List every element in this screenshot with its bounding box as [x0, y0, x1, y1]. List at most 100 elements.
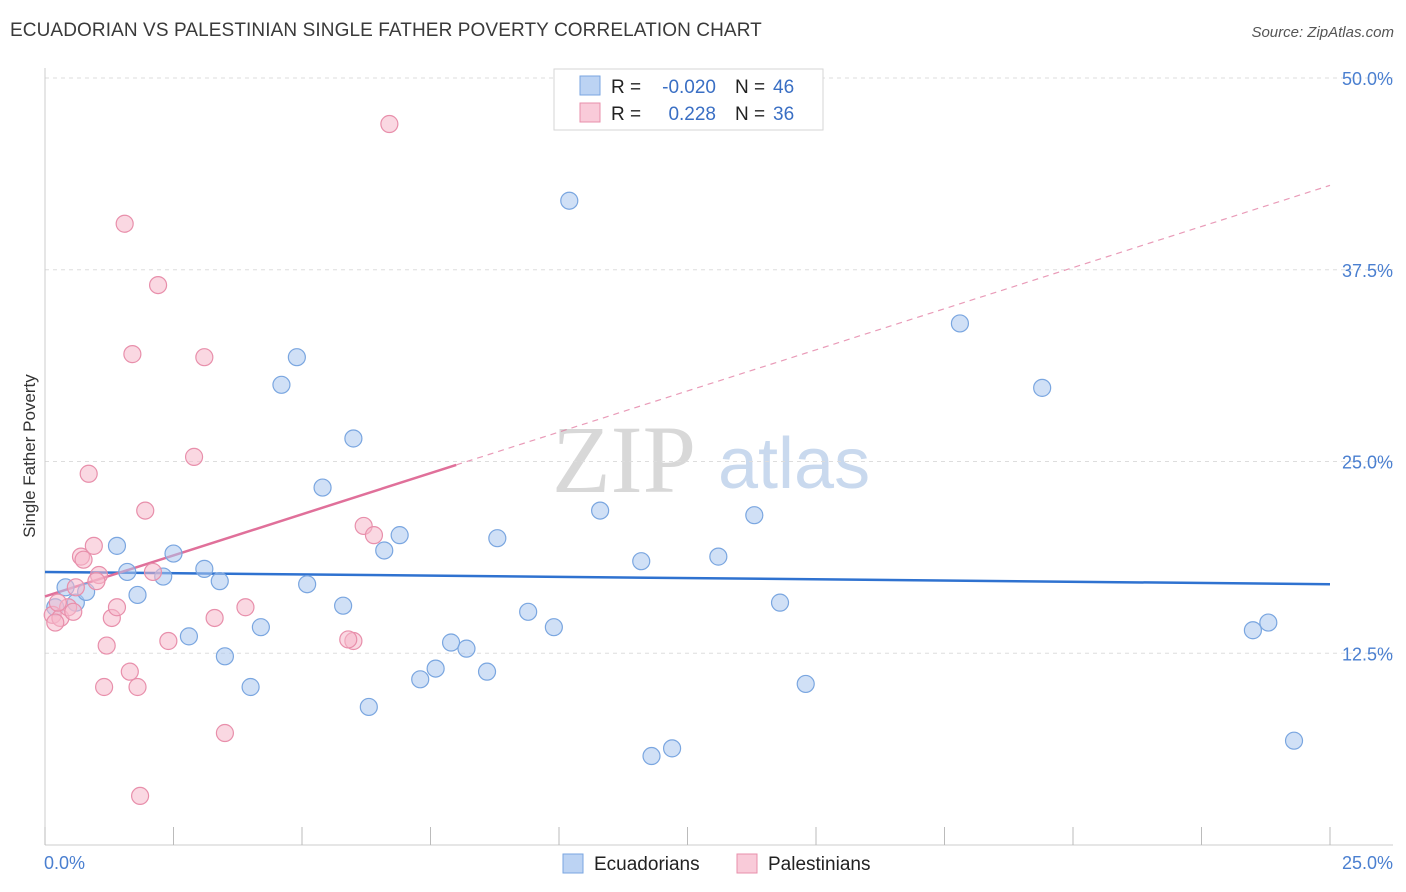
point-ecuadorians-20 — [344, 429, 363, 448]
point-palestinians-13 — [120, 662, 139, 681]
legend-n-label-2: N = — [735, 104, 765, 125]
bottom-legend-swatch-palestinians — [736, 853, 758, 874]
legend-r-value-1: -0.020 — [662, 77, 716, 98]
point-palestinians-20 — [159, 631, 178, 651]
point-ecuadorians-10 — [195, 559, 214, 578]
point-palestinians-8 — [95, 677, 114, 697]
point-ecuadorians-21 — [359, 697, 378, 717]
point-ecuadorians-29 — [488, 529, 507, 548]
legend-swatch-ecuadorians — [579, 75, 601, 96]
point-ecuadorians-13 — [241, 677, 260, 697]
y-axis-label: Single Father Poverty — [20, 374, 39, 538]
point-ecuadorians-42 — [1033, 378, 1052, 397]
point-ecuadorians-28 — [477, 662, 497, 681]
data-points — [43, 114, 1304, 806]
point-palestinians-18 — [143, 562, 163, 582]
legend-r-value-2: 0.228 — [668, 104, 716, 125]
point-ecuadorians-45 — [1284, 731, 1304, 750]
gridlines — [45, 77, 1393, 654]
point-ecuadorians-9 — [179, 627, 199, 646]
trend-line-palestinians-solid — [44, 463, 457, 598]
point-ecuadorians-24 — [411, 670, 430, 689]
point-ecuadorians-39 — [770, 593, 790, 612]
legend-swatch-palestinians — [579, 102, 601, 123]
bottom-legend-swatch-ecuadorians — [562, 853, 584, 874]
point-palestinians-9 — [97, 636, 116, 655]
legend-r-label-1: R = — [611, 77, 641, 98]
point-ecuadorians-44 — [1259, 613, 1278, 632]
bottom-legend-label-palestinians: Palestinians — [768, 854, 870, 875]
point-palestinians-14 — [123, 345, 142, 364]
point-ecuadorians-30 — [519, 602, 538, 621]
point-ecuadorians-18 — [313, 478, 332, 497]
y-tick-labels: 12.5% 25.0% 37.5% 50.0% — [1342, 69, 1393, 664]
point-palestinians-21 — [184, 447, 204, 466]
source-credit: Source: ZipAtlas.com — [1251, 24, 1394, 41]
point-ecuadorians-37 — [709, 547, 728, 566]
point-palestinians-25 — [236, 598, 255, 617]
point-ecuadorians-26 — [441, 633, 461, 652]
point-ecuadorians-15 — [272, 375, 291, 394]
x-tick-label-min: 0.0% — [44, 853, 85, 873]
point-ecuadorians-8 — [164, 544, 183, 563]
point-palestinians-11 — [107, 598, 127, 617]
series-legend: Ecuadorians Palestinians — [562, 853, 870, 875]
point-ecuadorians-19 — [334, 596, 353, 615]
y-tick-label-3: 50.0% — [1342, 69, 1393, 89]
point-ecuadorians-27 — [457, 639, 476, 658]
point-ecuadorians-40 — [796, 674, 815, 694]
point-ecuadorians-6 — [128, 585, 147, 605]
point-palestinians-33 — [87, 572, 106, 591]
point-ecuadorians-16 — [287, 348, 306, 367]
point-ecuadorians-25 — [426, 659, 445, 678]
point-ecuadorians-23 — [390, 526, 409, 545]
bottom-legend-label-ecuadorians: Ecuadorians — [594, 854, 700, 875]
trend-lines — [44, 184, 1331, 598]
point-ecuadorians-22 — [375, 541, 394, 560]
point-ecuadorians-32 — [560, 191, 579, 210]
point-palestinians-16 — [130, 786, 150, 806]
point-ecuadorians-41 — [950, 314, 970, 333]
y-tick-label-2: 37.5% — [1342, 261, 1393, 281]
axes — [44, 68, 1393, 846]
point-ecuadorians-36 — [662, 739, 682, 758]
point-ecuadorians-38 — [745, 506, 764, 525]
point-palestinians-32 — [74, 550, 93, 569]
y-tick-label-0: 12.5% — [1342, 644, 1393, 664]
point-ecuadorians-31 — [544, 618, 563, 637]
point-palestinians-24 — [215, 723, 234, 743]
x-tick-label-max: 25.0% — [1342, 853, 1393, 873]
trend-line-ecuadorians — [44, 570, 1331, 586]
legend-n-label-1: N = — [735, 77, 765, 98]
point-palestinians-6 — [84, 536, 103, 555]
point-palestinians-34 — [339, 630, 358, 649]
point-ecuadorians-12 — [215, 647, 234, 666]
point-palestinians-23 — [205, 608, 224, 628]
trend-line-palestinians-dashed — [456, 184, 1331, 466]
point-ecuadorians-5 — [118, 562, 137, 582]
correlation-legend: R = -0.020 N = 46 R = 0.228 N = 36 — [553, 68, 824, 131]
point-palestinians-28 — [364, 526, 384, 545]
point-palestinians-17 — [136, 501, 155, 520]
legend-n-value-1: 46 — [773, 77, 794, 98]
watermark-zip: ZIP — [552, 406, 696, 513]
point-palestinians-19 — [148, 275, 168, 295]
point-palestinians-15 — [128, 677, 147, 697]
point-ecuadorians-35 — [642, 746, 661, 766]
point-palestinians-31 — [64, 602, 83, 621]
point-palestinians-29 — [380, 114, 399, 134]
point-ecuadorians-34 — [632, 552, 651, 571]
point-palestinians-12 — [115, 214, 134, 233]
point-ecuadorians-11 — [210, 572, 229, 591]
point-palestinians-30 — [48, 593, 67, 612]
legend-n-value-2: 36 — [773, 104, 794, 125]
legend-r-label-2: R = — [611, 104, 641, 125]
point-ecuadorians-4 — [107, 536, 127, 555]
point-palestinians-3 — [66, 578, 85, 597]
point-palestinians-22 — [195, 348, 214, 367]
point-ecuadorians-33 — [591, 501, 610, 520]
point-ecuadorians-43 — [1243, 621, 1263, 640]
point-ecuadorians-14 — [251, 618, 270, 637]
chart-title: ECUADORIAN VS PALESTINIAN SINGLE FATHER … — [10, 20, 762, 41]
